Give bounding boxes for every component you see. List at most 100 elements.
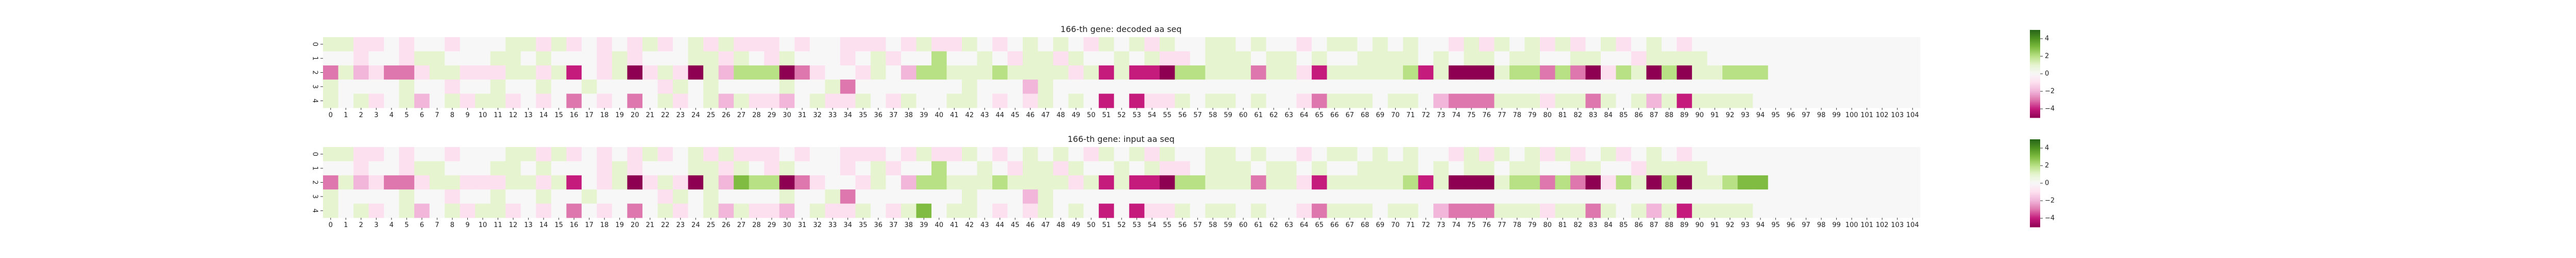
heatmap-cell — [414, 65, 430, 80]
heatmap-cell — [1570, 65, 1586, 80]
x-tick-label: 64 — [1300, 111, 1309, 119]
heatmap-cell — [1403, 93, 1419, 108]
heatmap-cell — [1662, 147, 1677, 162]
heatmap-cell — [1722, 37, 1738, 52]
heatmap-cell — [368, 79, 384, 94]
heatmap-cell — [1783, 79, 1799, 94]
heatmap-cell — [1524, 175, 1540, 190]
heatmap-cell — [1753, 203, 1769, 218]
heatmap-cell — [1585, 93, 1601, 108]
heatmap-cell — [1068, 161, 1084, 176]
colorbar-segment — [2030, 190, 2040, 192]
heatmap-cell — [840, 93, 856, 108]
x-tick-label: 17 — [585, 111, 594, 119]
x-tick-label: 96 — [1787, 221, 1795, 229]
heatmap-cell — [673, 93, 688, 108]
x-tick-label: 40 — [935, 221, 943, 229]
heatmap-cell — [1768, 203, 1784, 218]
colorbar-segment — [2030, 53, 2040, 55]
heatmap-cell — [1570, 79, 1586, 94]
heatmap-cell — [1707, 65, 1723, 80]
heatmap-cell — [1190, 175, 1206, 190]
y-tick-label: 4 — [311, 99, 319, 103]
heatmap-cell — [429, 175, 445, 190]
heatmap-cell — [581, 147, 597, 162]
heatmap-cell — [1753, 189, 1769, 204]
heatmap-cell — [551, 65, 567, 80]
y-tick-label: 1 — [311, 166, 319, 170]
heatmap-cell — [657, 93, 673, 108]
heatmap-cell — [597, 79, 613, 94]
heatmap-cell — [962, 93, 977, 108]
heatmap-cell — [931, 175, 947, 190]
heatmap-cell — [581, 65, 597, 80]
colorbar-tick-label: −4 — [2045, 105, 2055, 113]
heatmap-cell — [627, 79, 643, 94]
x-tick-label: 9 — [465, 111, 469, 119]
heatmap-cell — [1783, 37, 1799, 52]
x-tick-label: 2 — [359, 111, 363, 119]
heatmap-cell — [1859, 65, 1875, 80]
heatmap-cell — [1768, 147, 1784, 162]
heatmap-cell — [1068, 203, 1084, 218]
heatmap-cell — [1585, 161, 1601, 176]
heatmap-cell — [1007, 37, 1023, 52]
colorbar-segment — [2030, 184, 2040, 187]
x-tick-label: 44 — [996, 221, 1005, 229]
heatmap-cell — [1387, 161, 1403, 176]
heatmap-cell — [1038, 65, 1054, 80]
heatmap-cell — [1601, 161, 1616, 176]
heatmap-cell — [962, 79, 977, 94]
heatmap-cell — [1722, 147, 1738, 162]
heatmap-cell — [946, 93, 962, 108]
heatmap-cell — [1555, 51, 1571, 66]
heatmap-cell — [1768, 93, 1784, 108]
heatmap-cell — [1023, 147, 1039, 162]
heatmap-cell — [688, 189, 704, 204]
x-tick-label: 46 — [1026, 221, 1035, 229]
heatmap-cell — [1114, 189, 1130, 204]
heatmap-cell — [1722, 175, 1738, 190]
heatmap-cell — [1828, 37, 1844, 52]
colorbar-segment — [2030, 40, 2040, 42]
heatmap-cell — [1403, 161, 1419, 176]
colorbar-segment — [2030, 116, 2040, 118]
colorbar-segment — [2030, 175, 2040, 178]
x-tick-label: 81 — [1558, 111, 1567, 119]
heatmap-cell — [1327, 65, 1343, 80]
heatmap-cell — [1296, 65, 1312, 80]
heatmap-cell — [384, 175, 400, 190]
heatmap-cell — [1601, 203, 1616, 218]
heatmap-cell — [916, 175, 932, 190]
heatmap-cell — [1312, 147, 1327, 162]
heatmap-cell — [977, 203, 993, 218]
x-tick-label: 99 — [1832, 221, 1841, 229]
heatmap-cell — [414, 189, 430, 204]
heatmap-cell — [1038, 93, 1054, 108]
heatmap-cell — [1828, 175, 1844, 190]
heatmap-cell — [1083, 65, 1099, 80]
heatmap-cell — [1190, 37, 1206, 52]
x-tick-label: 27 — [737, 221, 746, 229]
heatmap-cell — [1662, 175, 1677, 190]
heatmap-cell — [1844, 161, 1860, 176]
heatmap-cell — [992, 161, 1008, 176]
x-tick-label: 15 — [554, 221, 563, 229]
heatmap-cell — [536, 65, 552, 80]
x-tick-label: 22 — [661, 221, 670, 229]
colorbar-segment — [2030, 177, 2040, 179]
heatmap-cell — [870, 147, 886, 162]
heatmap-cell — [338, 203, 354, 218]
heatmap-cell — [870, 93, 886, 108]
x-tick-label: 104 — [1906, 221, 1919, 229]
heatmap-cell — [1905, 37, 1921, 52]
x-tick-label: 13 — [524, 111, 533, 119]
heatmap-cell — [1114, 37, 1130, 52]
heatmap-cell — [1296, 93, 1312, 108]
heatmap-cell — [551, 203, 567, 218]
heatmap-cell — [1220, 93, 1236, 108]
heatmap-cell — [749, 93, 765, 108]
heatmap-cell — [1692, 93, 1708, 108]
heatmap-cell — [1814, 161, 1829, 176]
